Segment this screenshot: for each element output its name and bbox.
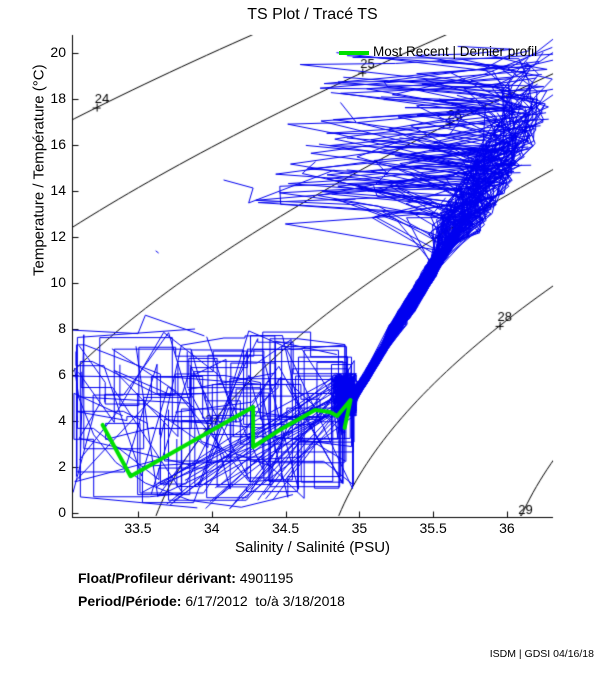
- x-tick-label: 35.5: [419, 520, 447, 536]
- footer-period-line: Period/Période: 6/17/2012 to/à 3/18/2018: [78, 593, 345, 609]
- legend-line-sample: [339, 51, 369, 55]
- legend-label: Most Recent | Dernier profil: [373, 44, 538, 59]
- x-tick-label: 36: [499, 520, 515, 536]
- y-tick-label: 18: [50, 90, 66, 106]
- y-tick-label: 14: [50, 182, 66, 198]
- float-label: Float/Profileur dérivant:: [78, 570, 236, 586]
- page-title: TS Plot / Tracé TS: [247, 6, 378, 23]
- y-tick-label: 20: [50, 44, 66, 60]
- x-tick-label: 34.5: [271, 520, 300, 536]
- y-tick-label: 4: [58, 412, 66, 428]
- x-tick-label: 33.5: [124, 520, 152, 536]
- x-tick-label: 35: [351, 520, 368, 536]
- y-tick-label: 6: [58, 366, 66, 382]
- y-tick-label: 12: [50, 228, 66, 244]
- watermark: ISDM | GDSI 04/16/18: [489, 648, 594, 660]
- y-tick-label: 16: [50, 136, 66, 152]
- footer-float-line: Float/Profileur dérivant: 4901195: [78, 570, 293, 586]
- period-value: 6/17/2012 to/à 3/18/2018: [181, 593, 345, 609]
- y-tick-label: 8: [58, 320, 66, 336]
- y-tick-label: 2: [58, 457, 66, 474]
- x-tick-label: 34: [203, 520, 220, 536]
- y-tick-label: 10: [50, 274, 66, 290]
- period-label: Period/Période:: [78, 593, 182, 609]
- y-tick-label: 0: [58, 503, 66, 520]
- x-axis-title: Salinity / Salinité (PSU): [234, 539, 391, 556]
- float-value: 4901195: [235, 570, 294, 586]
